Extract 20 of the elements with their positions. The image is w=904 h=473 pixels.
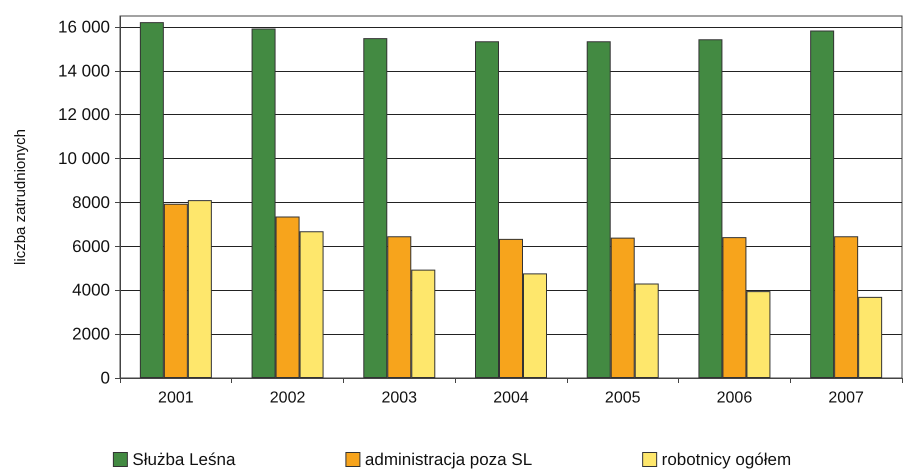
- x-tick-label: 2005: [604, 390, 641, 406]
- legend-label: administracja poza SL: [364, 450, 532, 469]
- y-tick-label: 12 000: [58, 105, 110, 124]
- x-tick-label: 2003: [381, 390, 418, 406]
- legend-label: robotnicy ogółem: [662, 450, 792, 469]
- x-tick-label: 2006: [716, 390, 752, 406]
- y-tick-label: 0: [100, 368, 110, 388]
- y-tick-label: 16 000: [58, 17, 110, 36]
- y-tick-label: 8000: [72, 192, 110, 212]
- y-axis-title: liczba zatrudnionych: [12, 129, 29, 265]
- y-tick-label: 6000: [72, 236, 110, 256]
- x-tick-label: 2001: [158, 390, 194, 406]
- y-tick-label: 10 000: [58, 149, 110, 168]
- y-tick-label: 14 000: [58, 61, 110, 80]
- y-tick-label: 2000: [72, 324, 110, 344]
- x-tick-label: 2007: [828, 390, 864, 406]
- x-tick-label: 2002: [270, 390, 306, 406]
- x-tick-label: 2004: [493, 390, 529, 406]
- y-tick-label: 4000: [72, 280, 110, 300]
- legend-label: Służba Leśna: [132, 450, 236, 469]
